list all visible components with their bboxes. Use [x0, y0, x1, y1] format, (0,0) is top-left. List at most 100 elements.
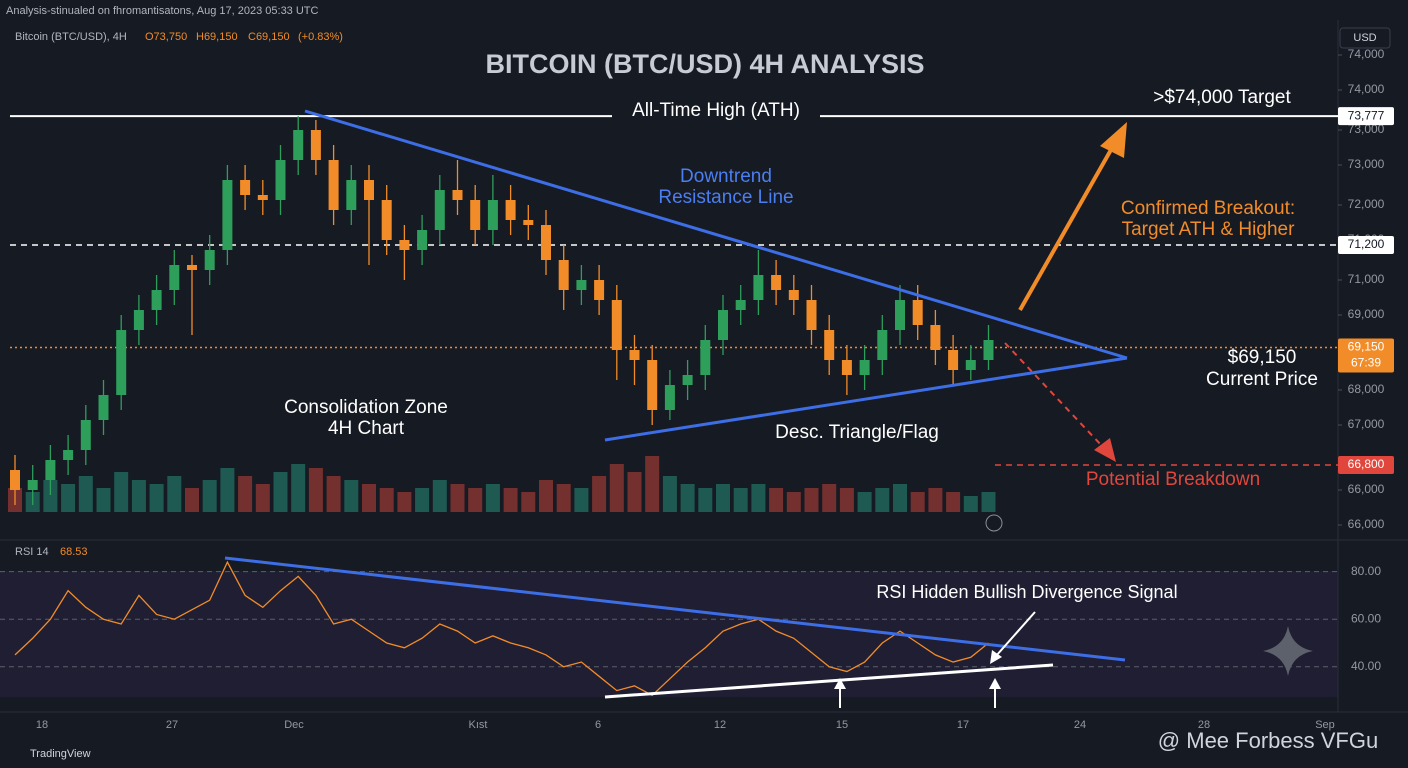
volume-bar [344, 480, 359, 512]
rsi-trendline [224, 556, 1126, 662]
candle-body [895, 300, 905, 330]
candle-body [912, 300, 923, 325]
watermark: @ Mee Forbess VFGu [1158, 728, 1378, 753]
candle-body [859, 360, 870, 375]
volume-bar [680, 484, 695, 512]
candle-body [611, 300, 622, 350]
rsi-last: 68.53 [60, 546, 88, 558]
volume-bar [61, 484, 76, 512]
price-level-box [1338, 456, 1394, 474]
volume-bar [450, 484, 465, 512]
breakout-arrowhead [1100, 122, 1127, 158]
volume-bar [291, 464, 306, 512]
volume-bar [114, 472, 129, 512]
candle-body [576, 280, 587, 290]
volume-bar [946, 492, 961, 512]
rsi-tick-label: 40.00 [1351, 659, 1381, 673]
candle-body [505, 200, 516, 220]
breakdown-arrowhead [1094, 438, 1116, 462]
volume-bar [503, 488, 518, 512]
candle-body [983, 340, 994, 360]
volume-bar [822, 484, 837, 512]
candle-body [647, 360, 658, 410]
volume-bar [733, 488, 748, 512]
price-level-label: 73,777 [1348, 108, 1385, 122]
volume-bar [326, 476, 341, 512]
y-tick-label: 66,000 [1348, 517, 1385, 531]
candle-body [310, 130, 321, 160]
volume-bar [839, 488, 854, 512]
y-tick-label: 68,000 [1348, 382, 1385, 396]
volume-bar [202, 480, 217, 512]
rsi-signal-label: RSI Hidden Bullish Divergence Signal [876, 582, 1177, 602]
rsi-tick-label: 80.00 [1351, 564, 1381, 578]
y-tick-label: 66,000 [1348, 482, 1385, 496]
volume-bar [485, 484, 500, 512]
price-level-label: 69,150 [1348, 340, 1385, 354]
volume-bar [273, 472, 288, 512]
candle-body [434, 190, 445, 230]
candle-body [753, 275, 764, 300]
chart-title: BITCOIN (BTC/USD) 4H ANALYSIS [485, 49, 924, 79]
lightning-icon[interactable] [985, 514, 1003, 532]
candle-body [806, 300, 817, 330]
x-tick-label: 27 [166, 719, 178, 731]
candle-body [293, 130, 304, 160]
candle-body [965, 360, 976, 370]
volume-bar [592, 476, 607, 512]
candle-body [700, 340, 711, 375]
volume-bar [362, 484, 376, 512]
candle-body [381, 200, 392, 240]
x-tick-label: 6 [595, 719, 601, 731]
candle-body [877, 330, 888, 360]
volume-bar [751, 484, 766, 512]
candle-body [718, 310, 728, 340]
candle-body [470, 200, 481, 230]
volume-bar [963, 496, 978, 512]
rsi-line [14, 560, 989, 697]
y-tick-label: 69,000 [1348, 307, 1385, 321]
ohlc-close: C69,150 [248, 31, 290, 43]
currency[interactable]: USD [1353, 32, 1376, 44]
candle-body [399, 240, 410, 250]
countdown: 67:39 [1351, 356, 1381, 370]
source-line: Analysis-stinualed on fhromantisatons, A… [6, 5, 319, 17]
candle-body [45, 460, 56, 480]
x-tick-label: 18 [36, 719, 48, 731]
price-caption: Current Price [1206, 369, 1318, 390]
volume-bar [220, 468, 235, 512]
candle-body [629, 350, 640, 360]
rsi-pointer [995, 611, 1036, 657]
x-tick-label: 15 [836, 719, 848, 731]
price-level-label: 66,800 [1348, 457, 1385, 471]
candle-body [240, 180, 251, 195]
volume-bar [662, 476, 677, 512]
candle-body [841, 360, 852, 375]
price-label: $69,150 [1228, 347, 1297, 368]
plot-layer [0, 115, 1338, 697]
candle-body [541, 225, 551, 260]
candle-body [523, 220, 534, 225]
candle-body [10, 470, 20, 490]
volume-bar [539, 480, 553, 512]
triangle-label: Desc. Triangle/Flag [775, 422, 939, 443]
volume-bar [379, 488, 394, 512]
candle-body [558, 260, 569, 290]
y-tick-label: 74,000 [1348, 47, 1385, 61]
resistance-trendline [304, 109, 1128, 360]
candle-body [187, 265, 197, 270]
rsi-up-arrowhead [834, 678, 846, 689]
x-tick-label: 17 [957, 719, 969, 731]
downtrend-label: Resistance Line [658, 187, 793, 208]
y-tick-label: 71,000 [1348, 272, 1385, 286]
volume-bar [255, 484, 270, 512]
volume-bar [893, 484, 907, 512]
sparkle-icon [1263, 626, 1313, 676]
volume-bar [716, 484, 730, 512]
currency-button[interactable] [1339, 27, 1391, 49]
volume-bar [185, 488, 199, 512]
ohlc-open: O73,750 [145, 31, 187, 43]
ohlc-high: H69,150 [196, 31, 238, 43]
